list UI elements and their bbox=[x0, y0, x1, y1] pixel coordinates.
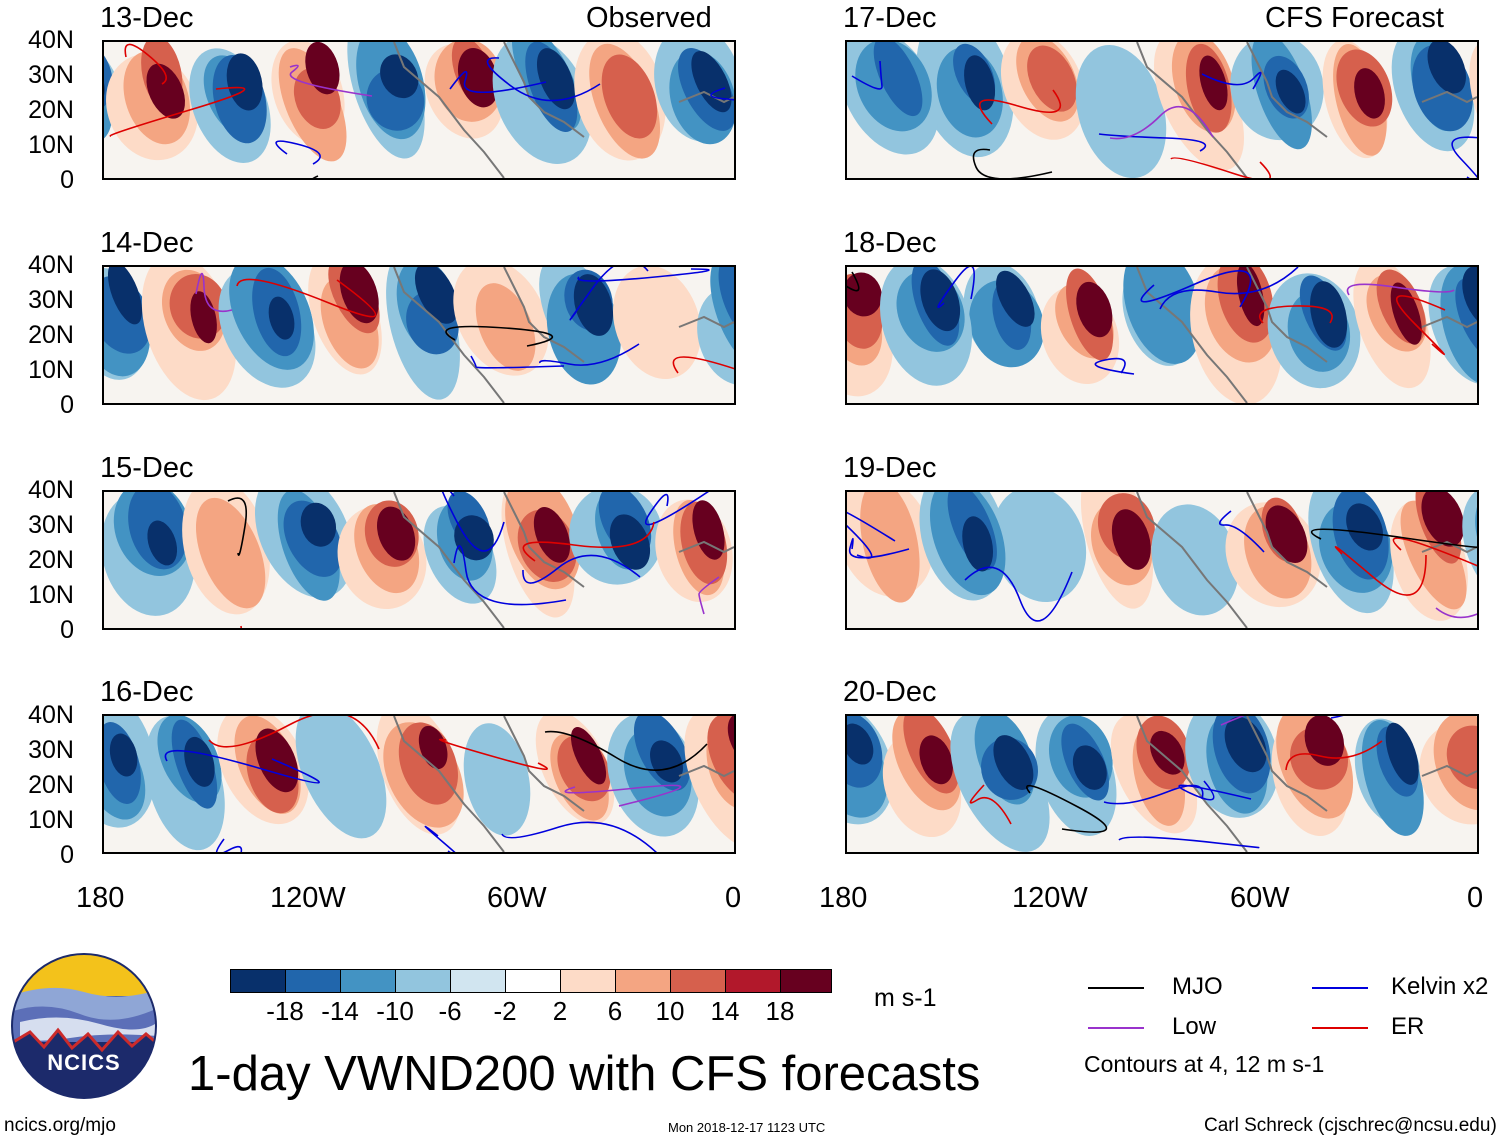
logo-text: NCICS bbox=[47, 1050, 121, 1075]
map-panel-graphic bbox=[847, 716, 1477, 852]
map-panel bbox=[845, 490, 1479, 630]
map-panel bbox=[845, 40, 1479, 180]
map-panel-graphic bbox=[847, 492, 1477, 628]
lat-label: 0 bbox=[60, 166, 74, 194]
lon-label: 180 bbox=[76, 882, 125, 914]
lat-label: 40N bbox=[28, 701, 74, 729]
lat-label: 0 bbox=[60, 841, 74, 869]
colorbar-label: 18 bbox=[765, 996, 795, 1026]
legend-line-kelvin bbox=[1312, 987, 1368, 989]
colorbar-units: m s-1 bbox=[874, 984, 937, 1012]
panel-date-19dec: 19-Dec bbox=[843, 452, 937, 484]
colorbar-label: 6 bbox=[607, 996, 623, 1026]
lon-label: 60W bbox=[1230, 882, 1290, 914]
map-panel bbox=[102, 40, 736, 180]
map-panel-graphic bbox=[104, 492, 734, 628]
colorbar-label: 2 bbox=[552, 996, 568, 1026]
legend-line-mjo bbox=[1088, 987, 1144, 989]
legend-line-low bbox=[1088, 1027, 1144, 1029]
lat-label: 0 bbox=[60, 616, 74, 644]
map-panel bbox=[102, 265, 736, 405]
figure-title: 1-day VWND200 with CFS forecasts bbox=[188, 1047, 981, 1101]
map-panel-graphic bbox=[847, 42, 1477, 178]
map-panel bbox=[845, 265, 1479, 405]
colorbar-swatch bbox=[615, 969, 671, 993]
map-panel bbox=[102, 714, 736, 854]
colorbar-label: -10 bbox=[376, 996, 414, 1026]
panel-date-14dec: 14-Dec bbox=[100, 227, 194, 259]
lon-label: 0 bbox=[725, 882, 742, 914]
colorbar-swatch bbox=[285, 969, 341, 993]
lat-label: 20N bbox=[28, 96, 74, 124]
map-panel bbox=[845, 714, 1479, 854]
colorbar-label: -14 bbox=[321, 996, 359, 1026]
colorbar-swatch bbox=[395, 969, 451, 993]
observed-header: Observed bbox=[586, 2, 712, 34]
lat-label: 10N bbox=[28, 131, 74, 159]
panel-date-13dec: 13-Dec bbox=[100, 2, 194, 34]
lat-label: 40N bbox=[28, 26, 74, 54]
lat-label: 30N bbox=[28, 61, 74, 89]
lat-label: 30N bbox=[28, 286, 74, 314]
footer-author: Carl Schreck (cjschrec@ncsu.edu) bbox=[1204, 1115, 1497, 1136]
ncics-logo: NCICS bbox=[10, 952, 158, 1100]
footer-url: ncics.org/mjo bbox=[4, 1115, 116, 1136]
colorbar-label: 14 bbox=[710, 996, 740, 1026]
panel-date-15dec: 15-Dec bbox=[100, 452, 194, 484]
colorbar-swatch bbox=[340, 969, 396, 993]
lat-label: 10N bbox=[28, 356, 74, 384]
colorbar-swatch bbox=[780, 969, 832, 993]
map-panel-graphic bbox=[104, 42, 734, 178]
colorbar-swatch bbox=[230, 969, 286, 993]
legend-note: Contours at 4, 12 m s-1 bbox=[1084, 1051, 1325, 1077]
legend-line-er bbox=[1312, 1027, 1368, 1029]
colorbar-swatch bbox=[450, 969, 506, 993]
panel-date-17dec: 17-Dec bbox=[843, 2, 937, 34]
colorbar-label: -18 bbox=[266, 996, 304, 1026]
lat-label: 0 bbox=[60, 391, 74, 419]
lat-label: 30N bbox=[28, 511, 74, 539]
lat-label: 20N bbox=[28, 321, 74, 349]
colorbar-swatch bbox=[725, 969, 781, 993]
map-panel bbox=[102, 490, 736, 630]
colorbar-label: 10 bbox=[655, 996, 685, 1026]
colorbar-swatch bbox=[505, 969, 561, 993]
map-panel-graphic bbox=[104, 716, 734, 852]
footer-timestamp: Mon 2018-12-17 1123 UTC bbox=[668, 1120, 826, 1135]
map-panel-graphic bbox=[104, 267, 734, 403]
legend-label-mjo: MJO bbox=[1172, 973, 1223, 1000]
legend-label-low: Low bbox=[1172, 1013, 1217, 1040]
ncics-logo-graphic bbox=[11, 953, 157, 1099]
lon-label: 180 bbox=[819, 882, 868, 914]
forecast-header: CFS Forecast bbox=[1265, 2, 1444, 34]
lat-label: 10N bbox=[28, 581, 74, 609]
lat-label: 40N bbox=[28, 476, 74, 504]
lon-label: 0 bbox=[1467, 882, 1484, 914]
lat-label: 10N bbox=[28, 806, 74, 834]
lon-label: 120W bbox=[1012, 882, 1088, 914]
legend-label-kelvin: Kelvin x2 bbox=[1391, 973, 1489, 1000]
lon-label: 60W bbox=[487, 882, 547, 914]
lat-label: 20N bbox=[28, 771, 74, 799]
lon-label: 120W bbox=[270, 882, 346, 914]
legend-label-er: ER bbox=[1391, 1013, 1425, 1040]
map-panel-graphic bbox=[847, 267, 1477, 403]
colorbar-label: -2 bbox=[493, 996, 517, 1026]
lat-label: 30N bbox=[28, 736, 74, 764]
colorbar-swatch bbox=[560, 969, 616, 993]
lat-label: 20N bbox=[28, 546, 74, 574]
panel-date-16dec: 16-Dec bbox=[100, 676, 194, 708]
lat-label: 40N bbox=[28, 251, 74, 279]
panel-date-18dec: 18-Dec bbox=[843, 227, 937, 259]
colorbar-swatch bbox=[670, 969, 726, 993]
panel-date-20dec: 20-Dec bbox=[843, 676, 937, 708]
colorbar-label: -6 bbox=[438, 996, 462, 1026]
